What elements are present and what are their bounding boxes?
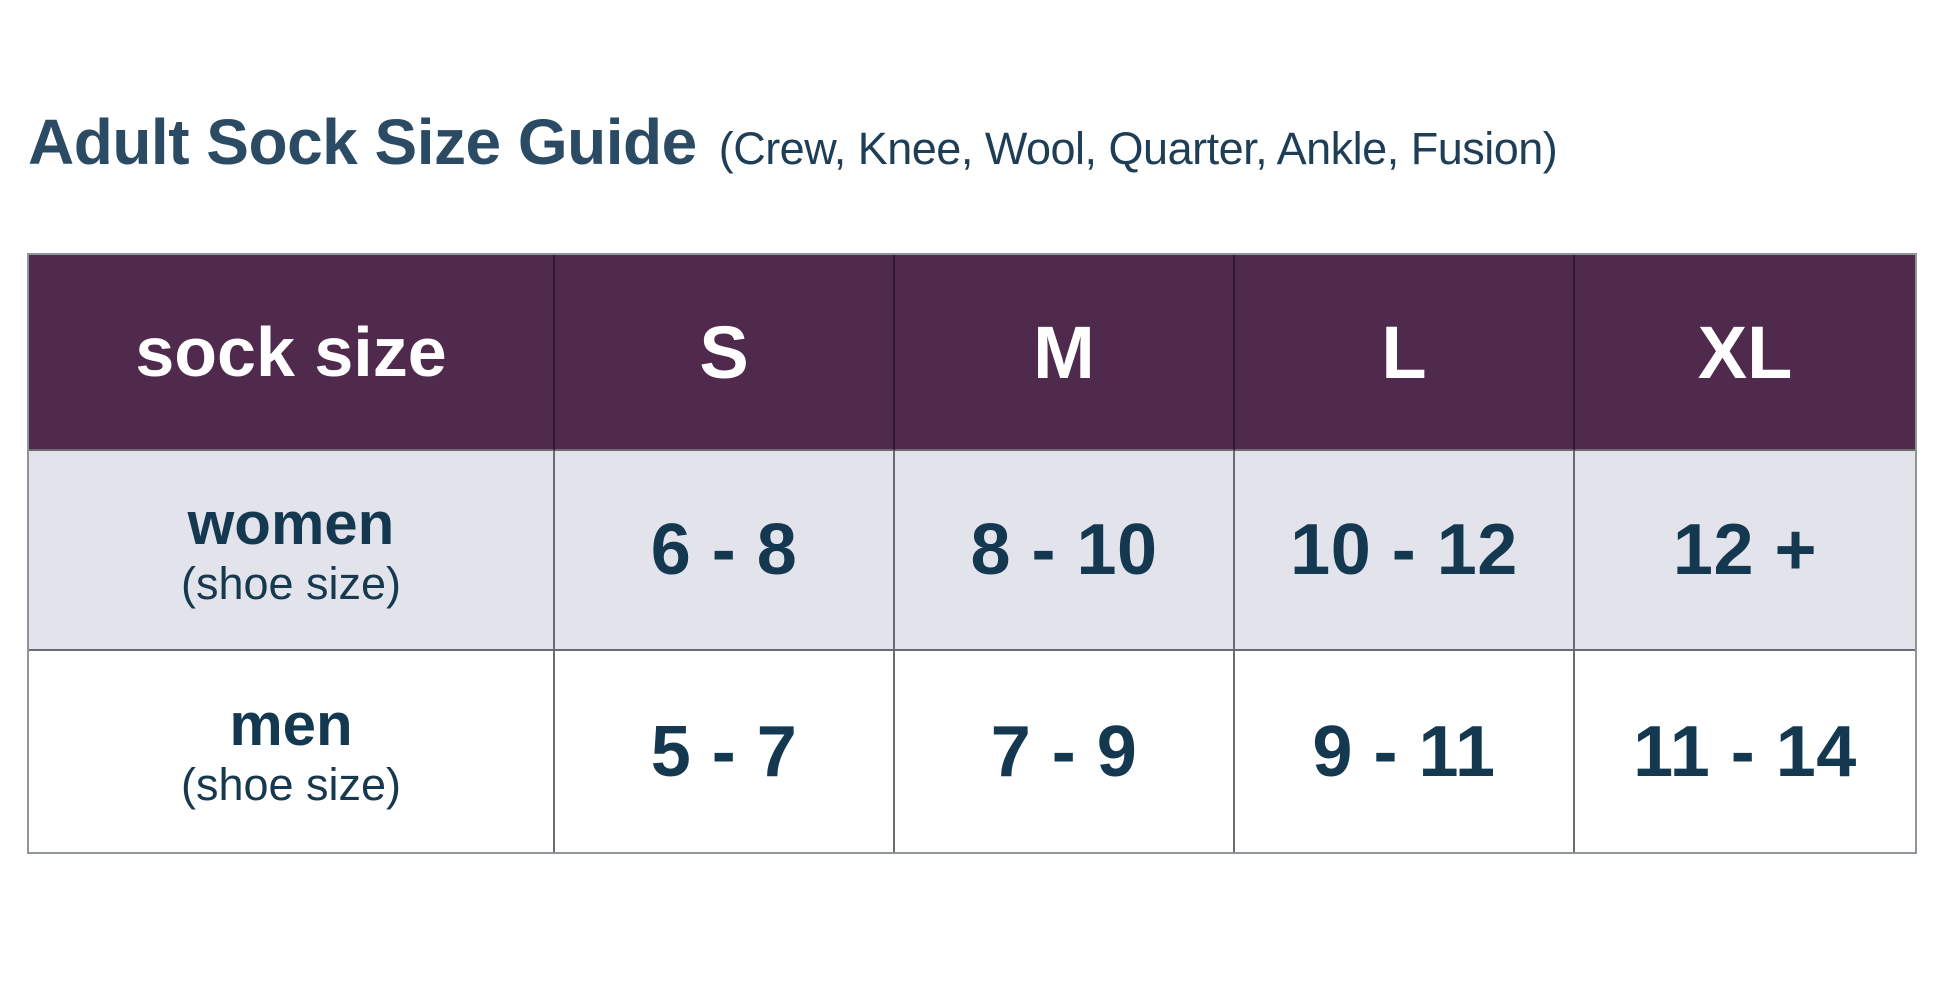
sock-size-table: sock size S M L XL women (shoe size) 6 -…: [27, 253, 1917, 854]
page-subtitle-text: (Crew, Knee, Wool, Quarter, Ankle, Fusio…: [718, 123, 1558, 174]
women-label: women: [187, 489, 395, 557]
men-label: men: [229, 691, 353, 759]
men-sublabel: (shoe size): [180, 759, 402, 811]
header-m-label: M: [1033, 310, 1095, 394]
row-label-men: men (shoe size): [29, 651, 555, 852]
cell-women-s: 6 - 8: [555, 451, 895, 651]
header-cell-s: S: [555, 255, 895, 451]
header-cell-sock-size: sock size: [29, 255, 555, 451]
cell-men-xl: 11 - 14: [1575, 651, 1915, 852]
cell-women-l: 10 - 12: [1235, 451, 1575, 651]
cell-women-m: 8 - 10: [895, 451, 1235, 651]
header-xl-label: XL: [1697, 310, 1793, 394]
page-title: Adult Sock Size Guide (Crew, Knee, Wool,…: [28, 106, 1558, 178]
header-l-label: L: [1381, 310, 1427, 394]
page-title-text: Adult Sock Size Guide: [28, 106, 697, 178]
cell-men-s: 5 - 7: [555, 651, 895, 852]
cell-men-l: 9 - 11: [1235, 651, 1575, 852]
header-cell-xl: XL: [1575, 255, 1915, 451]
header-cell-l: L: [1235, 255, 1575, 451]
women-sublabel: (shoe size): [180, 557, 402, 609]
header-cell-m: M: [895, 255, 1235, 451]
row-label-women: women (shoe size): [29, 451, 555, 651]
header-s-label: S: [699, 310, 749, 394]
cell-men-m: 7 - 9: [895, 651, 1235, 852]
cell-women-xl: 12 +: [1575, 451, 1915, 651]
header-sock-size-label: sock size: [135, 313, 447, 391]
